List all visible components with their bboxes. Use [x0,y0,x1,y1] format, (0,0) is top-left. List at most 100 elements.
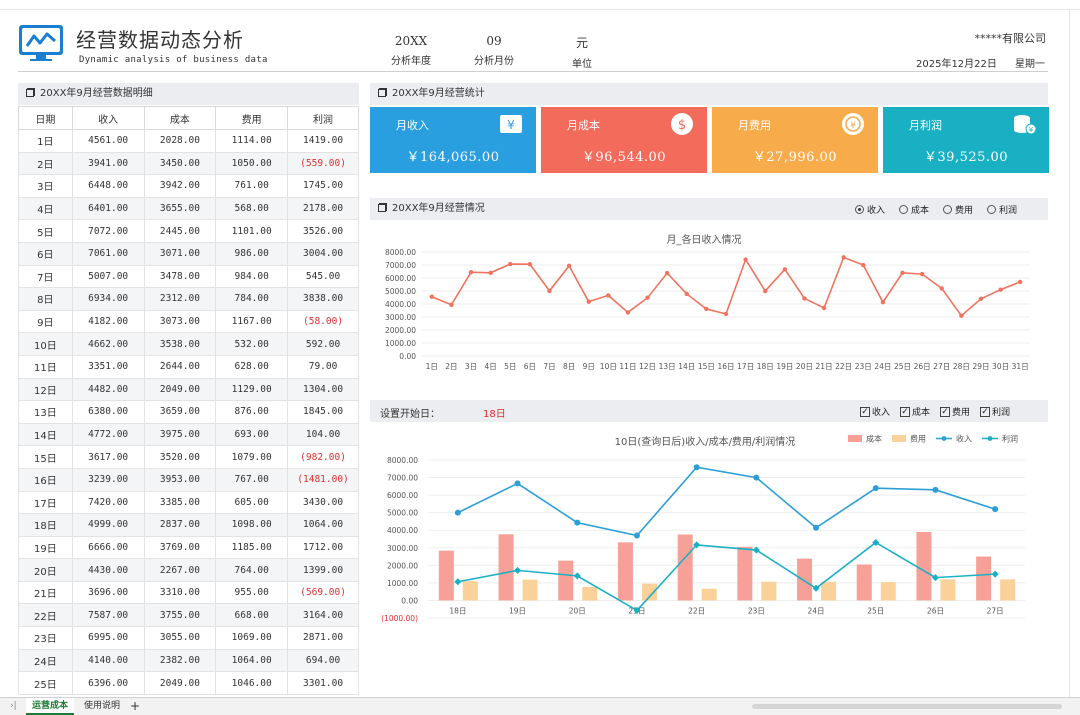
table-cell[interactable]: 15日 [18,445,73,469]
table-cell[interactable]: 764.00 [215,558,289,582]
table-cell[interactable]: 1101.00 [215,219,289,243]
table-cell[interactable]: 3004.00 [287,241,359,266]
table-cell[interactable]: 11日 [18,354,73,379]
table-cell[interactable]: 4140.00 [71,648,145,673]
table-cell[interactable]: 3055.00 [143,626,217,650]
table-cell[interactable]: 2312.00 [143,287,217,311]
table-cell[interactable]: 3655.00 [143,196,217,221]
table-cell[interactable]: 3755.00 [143,603,217,628]
tab-instructions[interactable]: 使用说明 [84,701,121,711]
table-cell[interactable]: 1114.00 [215,129,289,153]
tab-scroll-icon[interactable]: ›| [10,701,17,711]
table-cell[interactable]: 532.00 [215,332,289,356]
table-cell[interactable]: 6995.00 [71,626,145,650]
table-cell[interactable]: 13日 [18,400,73,424]
table-cell[interactable]: 3659.00 [143,400,217,424]
table-cell[interactable]: 784.00 [215,287,289,311]
table-cell[interactable]: 1304.00 [287,377,359,402]
series-checkbox[interactable]: ✓ 收入 [860,405,890,418]
table-cell[interactable]: 19日 [18,535,73,560]
series-checkbox[interactable]: ✓ 费用 [940,405,970,418]
month-value[interactable]: 09 [486,34,502,48]
table-cell[interactable]: 3953.00 [143,467,217,492]
table-cell[interactable]: 2178.00 [287,196,359,221]
table-cell[interactable]: 605.00 [215,490,289,515]
table-cell[interactable]: 984.00 [215,264,289,289]
table-cell[interactable]: 12日 [18,377,73,402]
table-cell[interactable]: 6日 [18,241,73,266]
table-cell[interactable]: 3838.00 [287,287,359,311]
table-cell[interactable]: 545.00 [287,264,359,289]
table-cell[interactable]: 3526.00 [287,219,359,243]
table-cell[interactable]: 1399.00 [287,558,359,582]
table-cell[interactable]: 3073.00 [143,309,217,334]
table-cell[interactable]: 16日 [18,467,73,492]
table-cell[interactable]: 22日 [18,603,73,628]
year-value[interactable]: 20XX [394,34,428,48]
table-cell[interactable]: 1129.00 [215,377,289,402]
table-cell[interactable]: 2267.00 [143,558,217,582]
table-cell[interactable]: 3538.00 [143,332,217,356]
table-cell[interactable]: 14日 [18,422,73,447]
table-cell[interactable]: 2049.00 [143,377,217,402]
table-cell[interactable]: 23日 [18,626,73,650]
table-cell[interactable]: 7072.00 [71,219,145,243]
table-cell[interactable]: 1185.00 [215,535,289,560]
table-cell[interactable]: 2837.00 [143,513,217,537]
table-cell[interactable]: 6396.00 [71,671,145,695]
table-cell[interactable]: 6380.00 [71,400,145,424]
table-cell[interactable]: 7061.00 [71,241,145,266]
table-cell[interactable]: 2028.00 [143,129,217,153]
table-cell[interactable]: 7587.00 [71,603,145,628]
radio-dot-icon[interactable] [943,205,953,214]
table-cell[interactable]: 2049.00 [143,671,217,695]
table-cell[interactable]: 1050.00 [215,151,289,176]
year-field[interactable]: 20XX 分析年度 [371,34,451,67]
table-cell[interactable]: 4772.00 [71,422,145,447]
table-cell[interactable]: 3941.00 [71,151,145,176]
table-cell[interactable]: 668.00 [215,603,289,628]
table-cell[interactable]: 1098.00 [215,513,289,537]
table-cell[interactable]: 3696.00 [71,580,145,605]
table-cell[interactable]: 5007.00 [71,264,145,289]
table-cell[interactable]: 4430.00 [71,558,145,582]
table-cell[interactable]: (559.00) [287,151,359,176]
table-cell[interactable]: 4日 [18,196,73,221]
table-cell[interactable]: 18日 [18,513,73,537]
radio-option[interactable]: 成本 [899,203,929,216]
table-cell[interactable]: 3450.00 [143,151,217,176]
table-cell[interactable]: 568.00 [215,196,289,221]
table-cell[interactable]: 628.00 [215,354,289,379]
table-cell[interactable]: 1745.00 [287,174,359,198]
table-cell[interactable]: 2871.00 [287,626,359,650]
table-cell[interactable]: 3351.00 [71,354,145,379]
table-cell[interactable]: 1日 [18,129,73,153]
table-cell[interactable]: 1419.00 [287,129,359,153]
table-cell[interactable]: 1064.00 [215,648,289,673]
table-cell[interactable]: 1712.00 [287,535,359,560]
table-cell[interactable]: 3日 [18,174,73,198]
table-cell[interactable]: 1046.00 [215,671,289,695]
table-cell[interactable]: 3975.00 [143,422,217,447]
checkbox-checked-icon[interactable]: ✓ [980,406,991,417]
table-cell[interactable]: 20日 [18,558,73,582]
series-checkbox[interactable]: ✓ 成本 [900,405,930,418]
checkbox-checked-icon[interactable]: ✓ [860,406,870,417]
radio-option[interactable]: 利润 [987,203,1017,216]
table-cell[interactable]: 592.00 [287,332,359,356]
month-field[interactable]: 09 分析月份 [454,34,534,67]
table-cell[interactable]: 6401.00 [71,196,145,221]
table-cell[interactable]: 2644.00 [143,354,217,379]
table-cell[interactable]: 79.00 [287,354,359,379]
table-cell[interactable]: 7日 [18,264,73,289]
table-cell[interactable]: 3769.00 [143,535,217,560]
horizontal-scrollbar[interactable] [752,704,1062,709]
table-cell[interactable]: 693.00 [215,422,289,447]
table-cell[interactable]: 767.00 [215,467,289,492]
table-cell[interactable]: 2日 [18,151,73,176]
table-cell[interactable]: 8日 [18,287,73,311]
table-cell[interactable]: (58.00) [287,309,359,334]
table-cell[interactable]: 1069.00 [215,626,289,650]
table-cell[interactable]: 3301.00 [287,671,359,695]
table-cell[interactable]: 1064.00 [287,513,359,537]
